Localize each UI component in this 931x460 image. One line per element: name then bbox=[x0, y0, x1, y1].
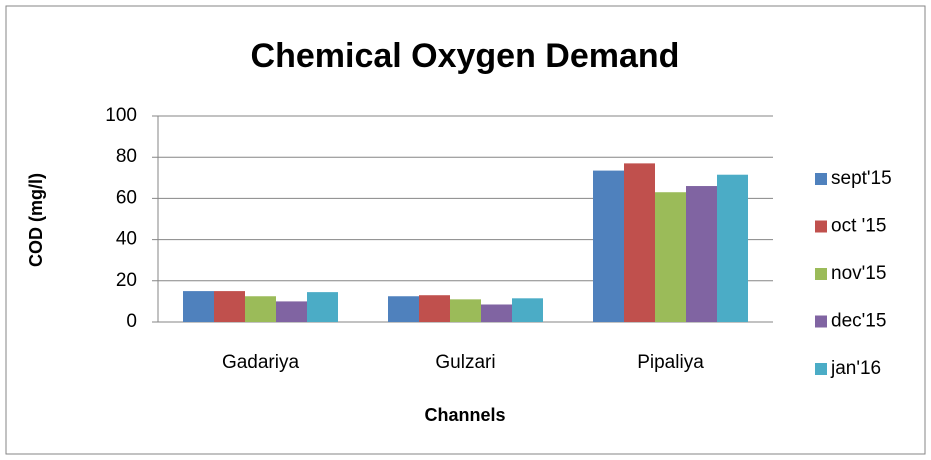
bar bbox=[276, 301, 307, 322]
legend-label: sept'15 bbox=[831, 168, 892, 189]
bar bbox=[717, 174, 748, 322]
legend-swatch bbox=[815, 173, 827, 185]
bar bbox=[624, 163, 655, 322]
legend-swatch bbox=[815, 268, 827, 280]
y-axis-label: COD (mg/l) bbox=[26, 173, 46, 267]
bar bbox=[481, 304, 512, 322]
bar bbox=[307, 292, 338, 322]
y-tick-label: 0 bbox=[126, 311, 137, 332]
chart-title: Chemical Oxygen Demand bbox=[251, 37, 680, 75]
y-tick-label: 20 bbox=[116, 270, 137, 291]
bar bbox=[214, 291, 245, 322]
x-tick-label: Pipaliya bbox=[637, 352, 704, 373]
x-tick-label: Gulzari bbox=[435, 352, 495, 373]
legend-label: jan'16 bbox=[830, 358, 881, 379]
bar bbox=[655, 192, 686, 322]
legend-swatch bbox=[815, 363, 827, 375]
x-tick-label: Gadariya bbox=[222, 352, 300, 373]
legend-label: dec'15 bbox=[831, 311, 886, 332]
legend-label: nov'15 bbox=[831, 263, 886, 284]
x-axis-label: Channels bbox=[424, 405, 505, 425]
y-tick-label: 80 bbox=[116, 146, 137, 167]
y-tick-label: 100 bbox=[105, 105, 137, 126]
y-tick-label: 60 bbox=[116, 187, 137, 208]
bar bbox=[450, 299, 481, 322]
legend-swatch bbox=[815, 220, 827, 233]
bar bbox=[419, 295, 450, 322]
legend-label: oct '15 bbox=[831, 216, 886, 237]
bar bbox=[593, 170, 624, 322]
bar bbox=[388, 296, 419, 322]
bar bbox=[245, 296, 276, 322]
bar bbox=[686, 186, 717, 322]
bar bbox=[512, 298, 543, 322]
legend-swatch bbox=[815, 315, 827, 328]
bar bbox=[183, 291, 214, 322]
chart-border bbox=[5, 5, 926, 455]
y-tick-label: 40 bbox=[116, 229, 137, 250]
